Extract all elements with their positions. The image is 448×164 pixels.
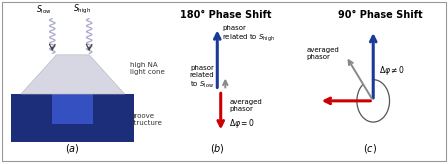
Bar	[11, 94, 52, 100]
Text: averaged
phasor: averaged phasor	[229, 99, 262, 112]
Text: 90° Phase Shift: 90° Phase Shift	[338, 10, 423, 20]
Bar	[11, 94, 134, 142]
Polygon shape	[21, 55, 125, 94]
Text: 180° Phase Shift: 180° Phase Shift	[180, 10, 271, 20]
Text: groove
structure: groove structure	[130, 113, 162, 126]
Text: $\Delta\varphi \neq 0$: $\Delta\varphi \neq 0$	[379, 64, 405, 77]
Text: phasor
related to $S_{\rm high}$: phasor related to $S_{\rm high}$	[223, 25, 276, 44]
Text: $S_{\mathregular{high}}$: $S_{\mathregular{high}}$	[73, 3, 91, 16]
Text: $(a)$: $(a)$	[65, 142, 80, 155]
Text: $\Delta\varphi = 0$: $\Delta\varphi = 0$	[229, 117, 255, 130]
Text: high NA
light cone: high NA light cone	[130, 62, 165, 75]
Text: $S_{\mathregular{low}}$: $S_{\mathregular{low}}$	[36, 4, 52, 16]
Text: $(b)$: $(b)$	[210, 142, 225, 155]
Text: averaged
phasor: averaged phasor	[306, 47, 339, 60]
Bar	[93, 94, 134, 100]
Text: $(c)$: $(c)$	[362, 142, 377, 155]
Text: phasor
related
to $S_{\rm low}$: phasor related to $S_{\rm low}$	[189, 65, 214, 90]
Bar	[52, 94, 93, 124]
